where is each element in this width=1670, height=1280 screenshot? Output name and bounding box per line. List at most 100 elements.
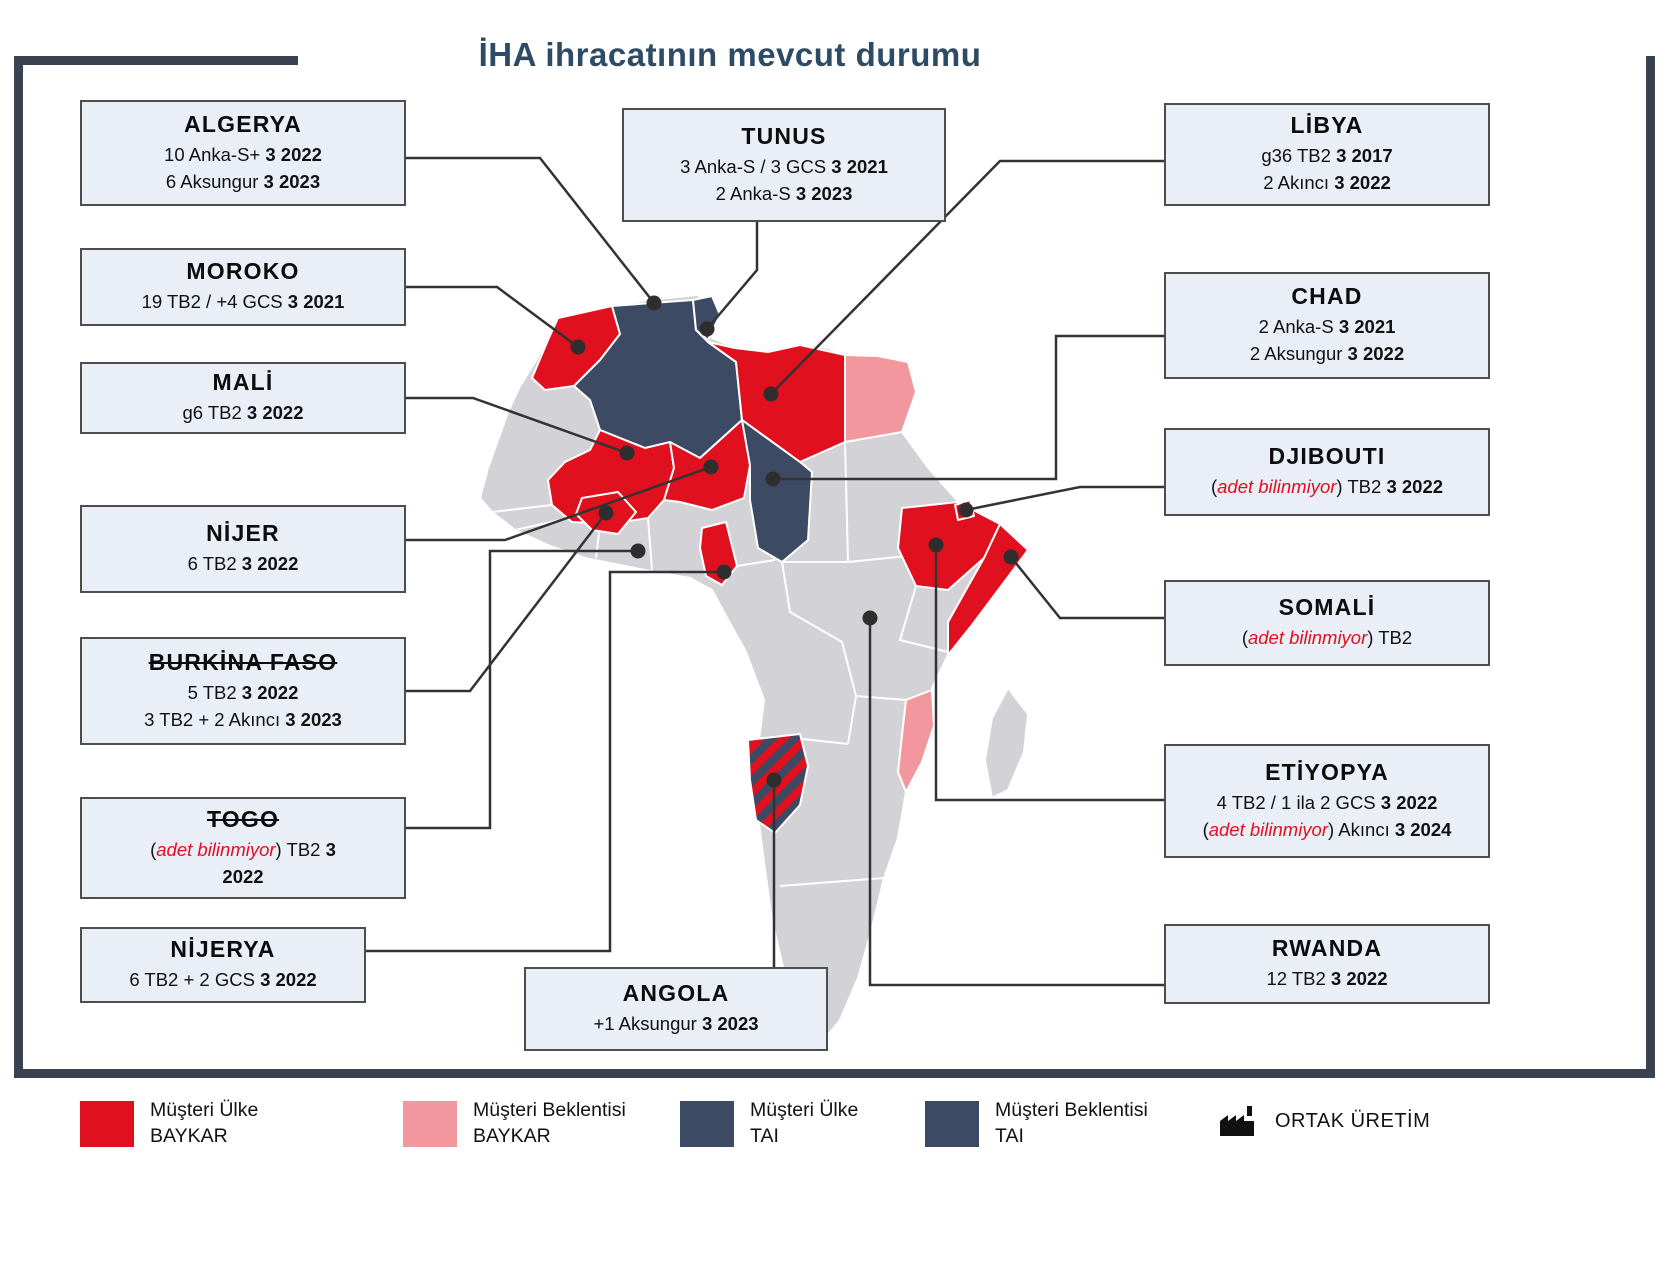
country-box-detail: 5 TB2 3 2022 [187,681,299,703]
country-box-title: MOROKO [186,258,300,285]
legend-label-customer-tai: Müşteri Ülke TAI [750,1098,858,1149]
map-marker-nigeria [716,564,732,580]
country-box-title: MALİ [212,369,274,396]
connector-djibouti [965,485,1164,512]
legend-item-prospect-baykar: Müşteri Beklentisi BAYKAR [403,1098,626,1149]
country-box-detail: 2 Akıncı 3 2022 [1263,172,1391,193]
map-marker-rwanda [862,610,878,626]
country-box-title: CHAD [1291,283,1363,310]
map-marker-angola [766,772,782,788]
country-box-detail: (adet bilinmiyor) TB2 [1241,627,1413,649]
country-box-detail: 4 TB2 / 1 ila 2 GCS 3 2022 [1216,791,1438,813]
map-marker-djibouti [958,502,974,518]
legend-label-customer-baykar: Müşteri Ülke BAYKAR [150,1098,258,1149]
country-borders [491,441,949,887]
legend-label-joint-production: ORTAK ÜRETİM [1275,1108,1430,1134]
country-box-detail: 3 Anka-S / 3 GCS 3 2021 [680,155,888,177]
legend-swatch-prospect-tai [925,1100,979,1147]
legend-text: Müşteri Ülke [150,1099,259,1121]
legend-text: TAI [995,1124,1024,1147]
country-box-title: ETİYOPYA [1265,758,1389,785]
country-box-detail: 12 TB2 3 2022 [1266,968,1388,990]
legend-swatch-prospect-baykar [403,1100,457,1147]
country-box-title: ALGERYA [184,110,302,137]
country-chad [741,419,813,563]
country-box-mali: MALİ g6 TB2 3 2022 [80,362,406,434]
legend-swatch-customer-tai [680,1100,734,1147]
country-box-djibouti: DJIBOUTI (adet bilinmiyor) TB2 3 2022 [1164,428,1490,516]
connector-rwanda [868,618,1164,987]
country-egypt [844,354,917,443]
frame-border-top [14,56,298,65]
connector-niger [406,465,712,542]
legend-text: TAI [750,1124,779,1147]
map-marker-chad [765,471,781,487]
country-box-etiyopya: ETİYOPYA 4 TB2 / 1 ila 2 GCS 3 2022 (adet … [1164,744,1490,858]
legend-text: Müşteri Beklentisi [473,1099,626,1121]
country-box-detail: (adet bilinmiyor) Akıncı 3 2024 [1202,818,1452,840]
country-box-burkina-faso: BURKİNA FASO 5 TB2 3 2022 3 TB2 + 2 Akıncı… [80,637,406,745]
connector-morocco [406,285,579,349]
country-box-title: RWANDA [1271,935,1383,962]
country-box-detail: 19 TB2 / +4 GCS 3 2021 [141,291,345,313]
legend-label-prospect-baykar: Müşteri Beklentisi BAYKAR [473,1098,626,1149]
country-box-algerya: ALGERYA 10 Anka-S+ 3 2022 6 Aksungur 3 202… [80,100,406,206]
legend-text: Müşteri Ülke [750,1099,859,1121]
map-marker-libya [763,386,779,402]
country-box-title: BURKİNA FASO [148,648,338,675]
country-box-detail: 2 Anka-S 3 2023 [715,182,853,204]
map-marker-togo [630,543,646,559]
legend-item-joint-production: ORTAK ÜRETİM [1215,1098,1430,1144]
country-box-somali: SOMALİ (adet bilinmiyor) TB2 [1164,580,1490,666]
map-marker-somalia [1003,549,1019,565]
connector-somalia [1010,556,1164,620]
country-box-togo: TOGO (adet bilinmiyor) TB2 3 2022 [80,797,406,899]
country-box-detail: (adet bilinmiyor) TB2 3 2022 [1210,476,1444,498]
country-box-detail: 2022 [222,865,264,887]
legend-label-prospect-tai: Müşteri Beklentisi TAI [995,1098,1148,1149]
country-box-chad: CHAD 2 Anka-S 3 2021 2 Aksungur 3 2022 [1164,272,1490,379]
map-marker-ethiopia [928,537,944,553]
connector-togo [406,549,638,830]
frame-border-left [14,56,23,1078]
country-box-tunus: TUNUS 3 Anka-S / 3 GCS 3 2021 2 Anka-S 3 2… [622,108,946,222]
country-box-detail: +1 Aksungur 3 2023 [593,1013,759,1035]
legend-text: Müşteri Beklentisi [995,1099,1148,1121]
country-box-detail: g36 TB2 3 2017 [1261,145,1393,167]
country-box-nijer: NİJER 6 TB2 3 2022 [80,505,406,593]
map-marker-algeria [646,295,662,311]
legend-item-customer-tai: Müşteri Ülke TAI [680,1098,858,1149]
country-box-title: NİJERYA [170,936,276,963]
frame-border-right [1646,56,1655,1078]
connector-chad [773,334,1164,481]
page-title: İHA ihracatının mevcut durumu [478,36,982,73]
country-box-title: NİJER [206,520,280,547]
factory-icon [1215,1098,1259,1144]
country-box-title: ANGOLA [622,980,730,1007]
country-box-detail: 2 Anka-S 3 2021 [1258,316,1396,338]
legend-text: BAYKAR [150,1124,228,1147]
legend-item-customer-baykar: Müşteri Ülke BAYKAR [80,1098,258,1149]
connector-tunisia [706,222,759,330]
country-box-title: DJIBOUTI [1268,443,1386,470]
map-marker-niger [703,459,719,475]
country-box-detail: 6 TB2 3 2022 [187,553,299,575]
map-marker-mali [619,445,635,461]
legend-text: ORTAK ÜRETİM [1275,1109,1431,1132]
country-box-moroko: MOROKO 19 TB2 / +4 GCS 3 2021 [80,248,406,326]
country-box-detail: 6 TB2 + 2 GCS 3 2022 [129,969,317,991]
connector-ethiopia [934,545,1164,802]
legend-swatch-customer-baykar [80,1100,134,1147]
frame-border-bottom [14,1069,1655,1078]
map-marker-burkina [598,505,614,521]
country-box-libya: LİBYA g36 TB2 3 2017 2 Akıncı 3 2022 [1164,103,1490,206]
country-box-detail: 2 Aksungur 3 2022 [1249,343,1405,364]
country-box-rwanda: RWANDA 12 TB2 3 2022 [1164,924,1490,1004]
country-mozambique [897,689,935,793]
country-box-detail: 10 Anka-S+ 3 2022 [164,143,322,165]
connector-algeria [406,156,655,304]
country-box-title: SOMALİ [1278,594,1376,621]
map-marker-morocco [570,339,586,355]
